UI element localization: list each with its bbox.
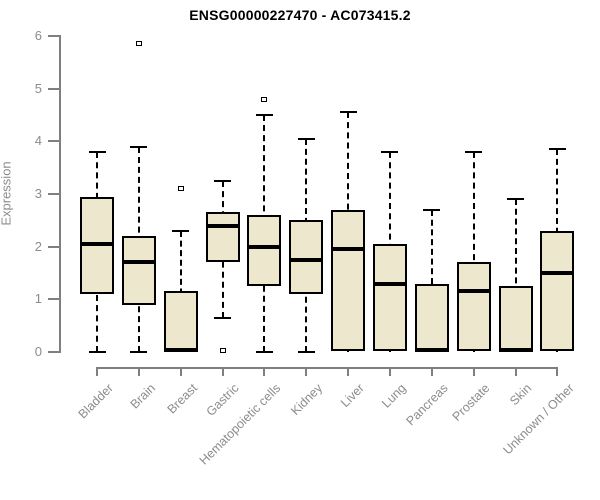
- median-line: [291, 257, 322, 262]
- x-category-label: Kidney: [288, 381, 326, 418]
- box-iqr: [540, 230, 575, 351]
- y-tick-label: 3: [34, 186, 42, 201]
- whisker-line: [472, 151, 475, 352]
- y-tick-label: 2: [34, 238, 42, 254]
- x-category-label: Breast: [164, 381, 200, 417]
- box-iqr: [372, 244, 407, 351]
- whisker-cap-bottom: [297, 351, 315, 353]
- median-line: [207, 223, 238, 228]
- y-axis-tick: [48, 245, 59, 248]
- x-category-label: Lung: [379, 381, 409, 411]
- whisker-line: [430, 209, 433, 352]
- box-iqr: [331, 209, 366, 351]
- median-line: [416, 348, 447, 353]
- box-iqr: [205, 212, 240, 263]
- box-iqr: [456, 262, 491, 351]
- x-category-label: Brain: [127, 381, 158, 412]
- outlier-point: [261, 96, 268, 102]
- outlier-point: [219, 348, 226, 354]
- outlier-point: [177, 186, 184, 192]
- box-iqr: [289, 220, 324, 295]
- whisker-cap-top: [88, 150, 106, 153]
- box-iqr: [414, 283, 449, 352]
- x-category-label: Pancreas: [403, 381, 451, 429]
- whisker-cap-top: [172, 229, 190, 232]
- whisker-cap-top: [423, 208, 441, 211]
- chart-title: ENSG00000227470 - AC073415.2: [189, 7, 411, 23]
- box-iqr: [498, 286, 533, 352]
- whisker-cap-bottom: [255, 351, 273, 353]
- x-axis-line: [96, 367, 559, 369]
- x-category-label: Gastric: [203, 381, 242, 419]
- y-tick-label: 5: [34, 80, 42, 96]
- x-axis-tick: [137, 367, 140, 376]
- x-category-label: Bladder: [75, 381, 116, 422]
- x-axis-tick: [514, 367, 517, 376]
- median-line: [374, 281, 405, 286]
- median-line: [333, 247, 364, 252]
- median-line: [165, 348, 196, 353]
- y-axis-tick: [48, 87, 59, 90]
- box-iqr: [121, 236, 156, 305]
- median-line: [458, 289, 489, 294]
- y-axis-line: [59, 35, 61, 353]
- median-line: [123, 260, 154, 265]
- whisker-cap-top: [339, 111, 357, 114]
- x-axis-tick: [430, 367, 433, 376]
- x-axis-tick: [388, 367, 391, 376]
- y-tick-label: 6: [34, 28, 42, 43]
- whisker-cap-bottom: [88, 351, 106, 353]
- whisker-cap-bottom: [214, 316, 232, 319]
- x-axis-tick: [347, 367, 350, 376]
- x-axis-tick: [221, 367, 224, 376]
- whisker-cap-bottom: [130, 351, 148, 353]
- box-iqr: [247, 215, 282, 287]
- whisker-cap-top: [255, 114, 273, 116]
- y-axis-tick: [48, 193, 59, 195]
- x-category-label: Hematopoietic cells: [196, 381, 284, 468]
- median-line: [249, 244, 280, 249]
- whisker-cap-top: [297, 137, 315, 140]
- whisker-cap-top: [548, 148, 566, 151]
- y-axis-tick: [48, 140, 59, 143]
- x-axis-tick: [96, 367, 98, 376]
- y-tick-label: 1: [34, 291, 42, 307]
- x-category-label: Prostate: [449, 381, 493, 424]
- median-line: [82, 242, 112, 247]
- box-iqr: [163, 291, 198, 352]
- x-axis-tick: [179, 367, 182, 376]
- whisker-cap-top: [465, 150, 483, 153]
- y-axis-tick: [48, 351, 59, 353]
- x-axis-tick: [263, 367, 266, 376]
- y-axis-tick: [48, 35, 59, 37]
- median-line: [500, 348, 531, 353]
- median-line: [542, 271, 573, 275]
- outlier-point: [135, 41, 142, 47]
- x-category-label: Liver: [337, 381, 368, 411]
- whisker-cap-top: [507, 198, 524, 201]
- whisker-cap-top: [130, 145, 148, 148]
- x-axis-tick: [556, 367, 559, 376]
- x-category-label: Skin: [507, 381, 535, 409]
- whisker-cap-top: [381, 150, 399, 153]
- y-tick-label: 4: [34, 133, 42, 149]
- x-axis-tick: [305, 367, 308, 376]
- whisker-line: [514, 199, 517, 352]
- y-axis-tick: [48, 298, 59, 301]
- y-tick-label: 0: [34, 344, 42, 359]
- x-axis-tick: [472, 367, 475, 376]
- whisker-cap-top: [214, 179, 232, 182]
